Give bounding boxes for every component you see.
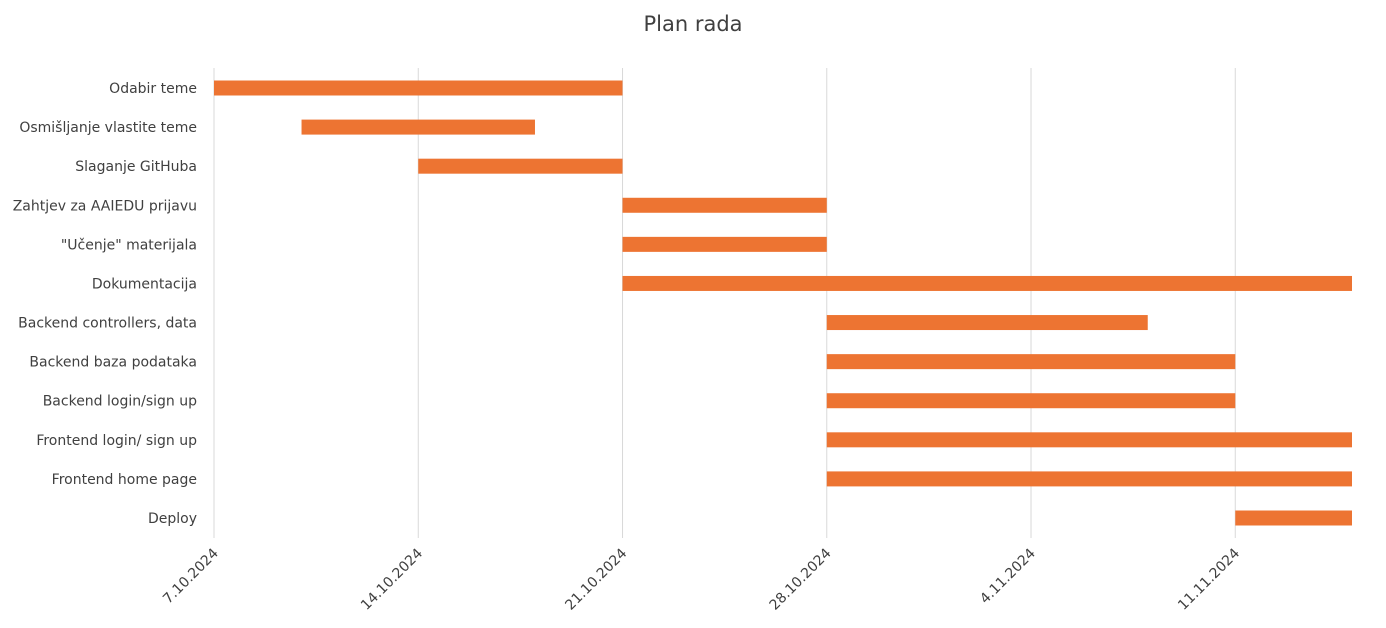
gantt-bar [826, 354, 1236, 370]
gantt-bar [826, 393, 1236, 409]
gantt-bar [826, 432, 1352, 448]
gantt-bar [622, 236, 827, 252]
gantt-bar [301, 119, 535, 135]
category-label: Frontend login/ sign up [36, 433, 197, 449]
category-label: Odabir teme [109, 81, 197, 97]
x-tick-label: 28.10.2024 [767, 545, 835, 613]
gantt-bar [1235, 510, 1352, 526]
category-label: Slaganje GitHuba [75, 159, 197, 175]
category-label: Osmišljanje vlastite teme [19, 120, 197, 136]
category-label: Backend login/sign up [43, 394, 197, 410]
category-label: Frontend home page [52, 472, 197, 488]
x-tick-label: 14.10.2024 [358, 545, 426, 613]
x-tick-label: 4.11.2024 [977, 545, 1039, 607]
gantt-bar [826, 315, 1148, 331]
category-label: "Učenje" materijala [61, 237, 197, 253]
gantt-bar [622, 197, 827, 213]
category-label: Dokumentacija [92, 276, 197, 292]
category-label: Backend baza podataka [29, 355, 197, 371]
gantt-bar [826, 471, 1352, 487]
category-label: Deploy [148, 511, 197, 527]
gantt-bar [418, 158, 623, 174]
x-tick-label: 11.11.2024 [1175, 545, 1243, 613]
gantt-bar [214, 80, 623, 96]
category-label: Zahtjev za AAIEDU prijavu [13, 198, 197, 214]
gantt-bar [622, 275, 1352, 291]
category-label: Backend controllers, data [18, 316, 197, 332]
x-tick-label: 7.10.2024 [160, 545, 222, 607]
x-tick-label: 21.10.2024 [562, 545, 630, 613]
chart-title: Plan rada [643, 12, 743, 36]
